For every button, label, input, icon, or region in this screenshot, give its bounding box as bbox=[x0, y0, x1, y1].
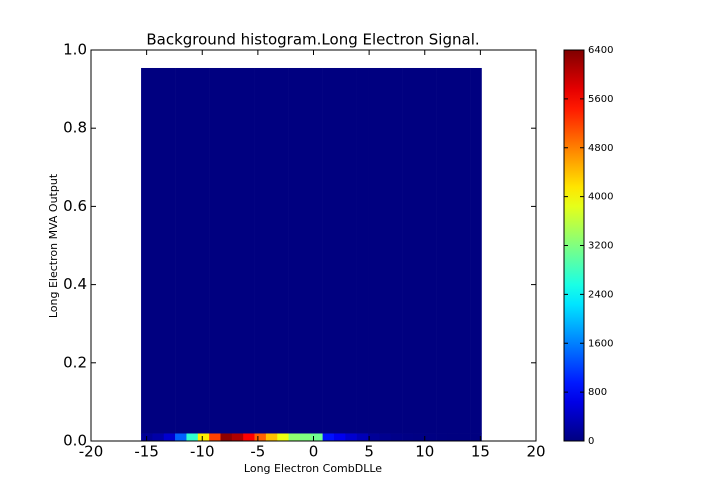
heatmap-cell bbox=[356, 433, 369, 442]
x-axis-label: Long Electron CombDLLe bbox=[244, 462, 382, 475]
heatmap-cell bbox=[470, 433, 482, 442]
x-tick-label: -20 bbox=[79, 443, 104, 461]
y-tick-label: 1.0 bbox=[63, 41, 87, 59]
heatmap-cell bbox=[186, 67, 199, 434]
y-axis-label: Long Electron MVA Output bbox=[47, 173, 60, 318]
heatmap-cell bbox=[458, 67, 471, 434]
heatmap-cell bbox=[299, 67, 312, 434]
heatmap-cell bbox=[390, 67, 403, 434]
colorbar-tick-label: 1600 bbox=[588, 338, 613, 349]
heatmap-cell bbox=[231, 67, 244, 434]
colorbar-tick-label: 800 bbox=[588, 387, 607, 398]
heatmap-cell bbox=[356, 67, 369, 434]
heatmap-cell bbox=[299, 433, 312, 442]
heatmap-cell bbox=[470, 67, 482, 434]
heatmap-cell bbox=[220, 67, 233, 434]
heatmap-cell bbox=[231, 433, 244, 442]
heatmap-cell bbox=[254, 433, 267, 442]
heatmap-cell bbox=[402, 67, 414, 434]
heatmap-cell bbox=[413, 67, 426, 434]
y-tick-label: 0.0 bbox=[63, 432, 87, 450]
heatmap-cell bbox=[379, 67, 392, 434]
colorbar-tick-label: 6400 bbox=[588, 45, 613, 56]
heatmap-cell bbox=[265, 433, 278, 442]
heatmap-cell bbox=[209, 433, 221, 442]
heatmap-cell bbox=[243, 67, 255, 434]
heatmap-cell bbox=[277, 67, 289, 434]
heatmap-cell bbox=[436, 67, 448, 434]
heatmap-cell bbox=[175, 433, 187, 442]
heatmap-cell bbox=[311, 67, 323, 434]
heatmap-cell bbox=[254, 67, 267, 434]
heatmap-cell bbox=[311, 433, 323, 442]
x-tick-label: -15 bbox=[134, 443, 159, 461]
heatmap-cell bbox=[322, 67, 335, 434]
heatmap-cell bbox=[209, 67, 221, 434]
heatmap-cell bbox=[152, 67, 165, 434]
heatmap-cell bbox=[368, 433, 380, 442]
heatmap-cell bbox=[197, 67, 210, 434]
heatmap-cell bbox=[402, 433, 414, 442]
x-tick-label: 5 bbox=[364, 443, 374, 461]
heatmap-cell bbox=[163, 433, 176, 442]
heatmap-cell bbox=[424, 433, 437, 442]
heatmap-cell bbox=[379, 433, 392, 442]
y-tick-label: 0.4 bbox=[63, 275, 87, 293]
colorbar-tick-label: 3200 bbox=[588, 241, 613, 252]
heatmap-cell bbox=[333, 67, 346, 434]
heatmap-cell bbox=[288, 433, 301, 442]
chart-title: Background histogram.Long Electron Signa… bbox=[146, 31, 479, 49]
heatmap-cell bbox=[163, 67, 176, 434]
heatmap-cell bbox=[243, 433, 255, 442]
x-tick-label: 10 bbox=[415, 443, 434, 461]
heatmap-cell bbox=[186, 433, 199, 442]
heatmap-cell bbox=[424, 67, 437, 434]
colorbar-tick-label: 4000 bbox=[588, 192, 613, 203]
heatmap-cell bbox=[390, 433, 403, 442]
heatmap-cell bbox=[447, 433, 460, 442]
heatmap-cell bbox=[345, 67, 357, 434]
heatmap-cell bbox=[220, 433, 233, 442]
heatmap-cell bbox=[322, 433, 335, 442]
heatmap-cell bbox=[447, 67, 460, 434]
x-tick-label: -10 bbox=[190, 443, 215, 461]
heatmap-cell bbox=[436, 433, 448, 442]
heatmap-cell bbox=[368, 67, 380, 434]
y-tick-label: 0.2 bbox=[63, 353, 87, 371]
x-tick-label: 15 bbox=[471, 443, 490, 461]
colorbar-tick-label: 4800 bbox=[588, 143, 613, 154]
x-tick-label: 20 bbox=[526, 443, 545, 461]
heatmap-cell bbox=[141, 67, 153, 434]
y-tick-label: 0.8 bbox=[63, 119, 87, 137]
x-tick-label: -5 bbox=[250, 443, 265, 461]
y-tick-label: 0.6 bbox=[63, 197, 87, 215]
heatmap-cell bbox=[197, 433, 210, 442]
heatmap-cell bbox=[277, 433, 289, 442]
heatmap-cell bbox=[413, 433, 426, 442]
heatmap-cell bbox=[265, 67, 278, 434]
heatmap-cell bbox=[175, 67, 187, 434]
heatmap-cell bbox=[152, 433, 165, 442]
heatmap-cell bbox=[288, 67, 301, 434]
heatmap-cell bbox=[345, 433, 357, 442]
colorbar-tick-label: 2400 bbox=[588, 289, 613, 300]
x-tick-label: 0 bbox=[309, 443, 319, 461]
heatmap-cell bbox=[333, 433, 346, 442]
colorbar-tick-label: 0 bbox=[588, 436, 594, 447]
colorbar-tick-label: 5600 bbox=[588, 94, 613, 105]
heatmap-cell bbox=[458, 433, 471, 442]
